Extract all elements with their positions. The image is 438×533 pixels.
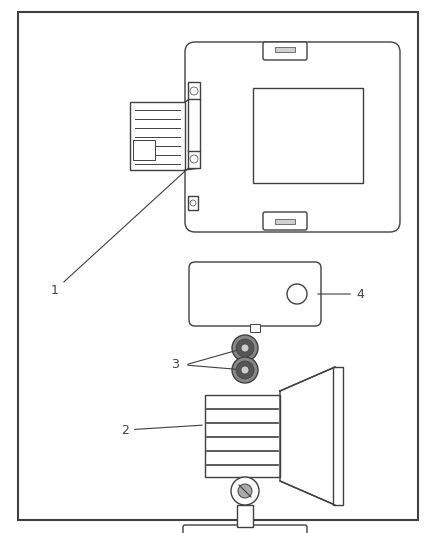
Circle shape (241, 366, 249, 374)
Circle shape (190, 155, 198, 163)
Bar (275, 47, 295, 52)
Bar (253, 88, 363, 183)
Bar (133, 140, 155, 160)
FancyBboxPatch shape (183, 525, 307, 533)
Circle shape (236, 339, 254, 357)
Text: 1: 1 (51, 164, 193, 296)
Polygon shape (280, 367, 335, 505)
Circle shape (190, 87, 198, 95)
Circle shape (190, 200, 196, 206)
Circle shape (287, 284, 307, 304)
Circle shape (232, 357, 258, 383)
Bar (188, 196, 198, 210)
Bar (188, 99, 200, 151)
Circle shape (232, 335, 258, 361)
Circle shape (236, 361, 254, 379)
Bar (250, 324, 260, 332)
Circle shape (231, 477, 259, 505)
Bar (188, 150, 200, 168)
Circle shape (241, 344, 249, 352)
Bar (333, 367, 343, 505)
FancyBboxPatch shape (185, 42, 400, 232)
Text: 5: 5 (191, 118, 200, 161)
Text: 4: 4 (318, 287, 364, 301)
Text: 2: 2 (121, 424, 202, 437)
Text: 3: 3 (171, 359, 179, 372)
Bar (275, 219, 295, 224)
Bar (188, 82, 200, 100)
Bar (237, 505, 253, 527)
Circle shape (238, 484, 252, 498)
FancyBboxPatch shape (263, 42, 307, 60)
Bar (130, 102, 185, 170)
Bar (205, 395, 280, 477)
FancyBboxPatch shape (263, 212, 307, 230)
FancyBboxPatch shape (189, 262, 321, 326)
